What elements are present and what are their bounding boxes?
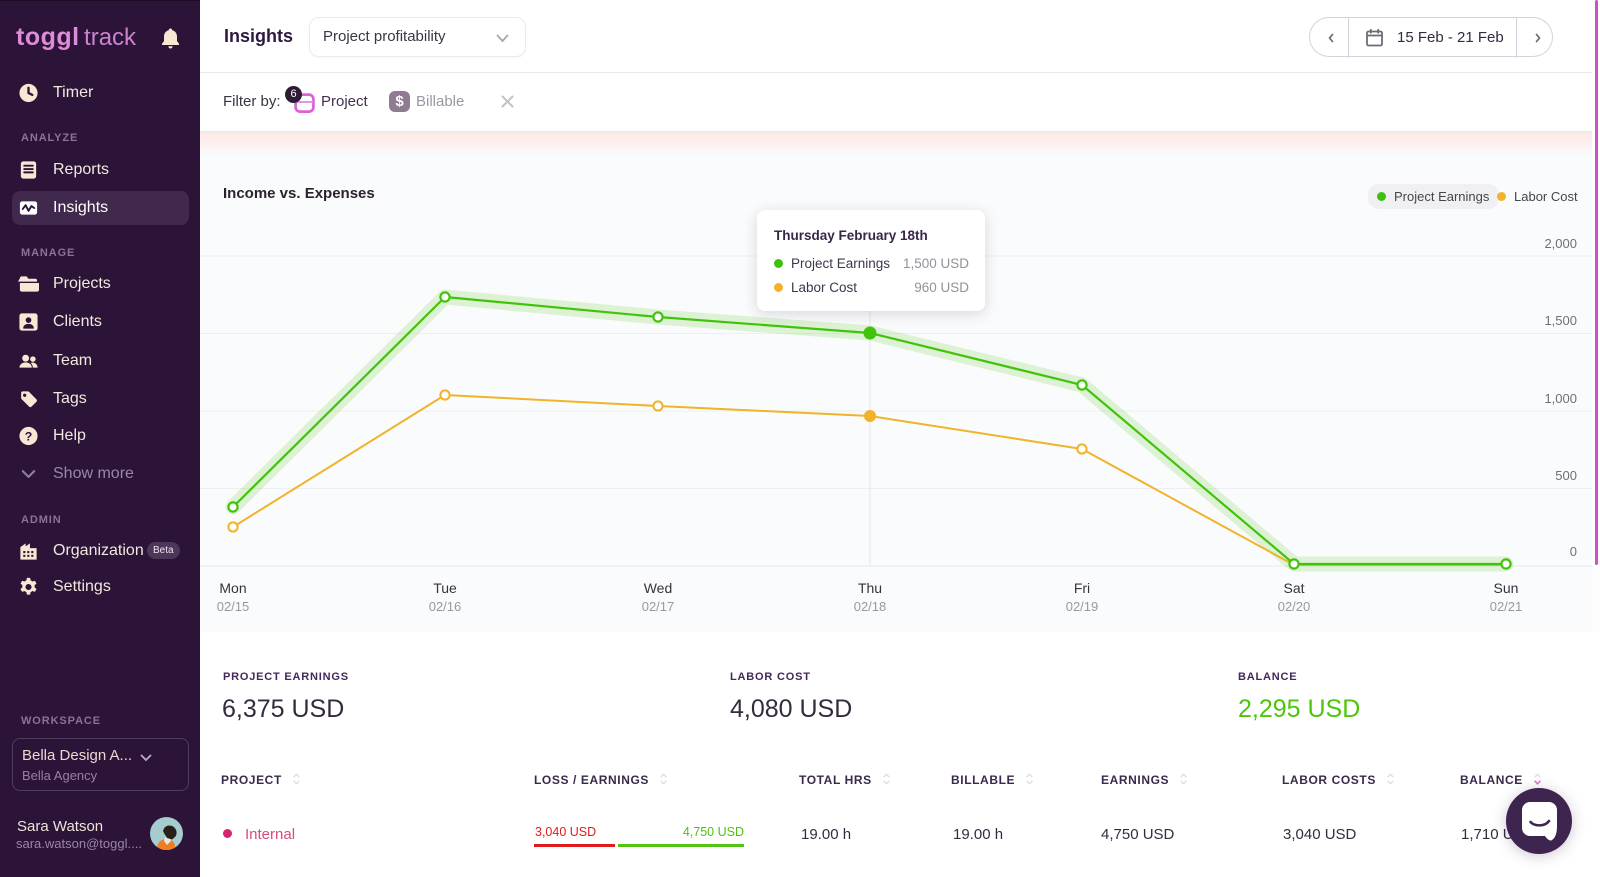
svg-text:?: ?: [25, 429, 33, 443]
